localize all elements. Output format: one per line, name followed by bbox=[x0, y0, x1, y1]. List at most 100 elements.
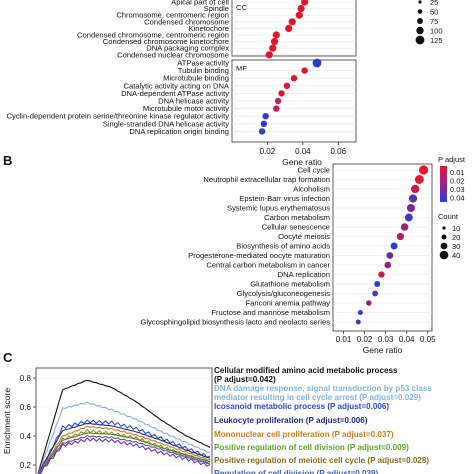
panel-b-dot bbox=[404, 213, 413, 222]
panel-b-x-tick-label: 0.03 bbox=[378, 335, 394, 344]
panel-b-dot bbox=[408, 194, 418, 203]
panel-a-mf-term-label: DNA helicase activity bbox=[158, 97, 229, 106]
panel-a-cc-term-label: Condensed chromosome, centromeric region bbox=[77, 31, 229, 40]
panel-c-legend-entry: Regulation of cell division (P adjust=0.… bbox=[214, 469, 379, 474]
panel-b-term-label: Central carbon metabolism in cancer bbox=[206, 261, 330, 270]
panel-b-size-legend-dot bbox=[442, 226, 446, 230]
panel-a-count-legend-label: 75 bbox=[430, 17, 438, 26]
panel-a-mf-term-label: ATPase activity bbox=[177, 59, 229, 68]
panel-b-size-legend-dot bbox=[441, 234, 447, 240]
panel-b-dot bbox=[378, 271, 385, 278]
panel-b-term-label: Alcoholism bbox=[293, 185, 330, 194]
panel-c-legend-entry: Leukocyte proliferation (P adjust=0.006) bbox=[214, 416, 368, 425]
panel-a-cc-dot bbox=[270, 38, 279, 46]
panel-c-legend-entry: Cellular modified amino acid metabolic p… bbox=[214, 366, 398, 384]
panel-b-color-legend-tick: 0.01 bbox=[450, 168, 465, 177]
panel-a-mf-dot bbox=[301, 67, 308, 74]
panel-a-x-tick-label: 0.06 bbox=[330, 147, 346, 156]
panel-b-color-legend-tick: 0.02 bbox=[450, 177, 465, 186]
panel-a-mf-dot bbox=[283, 82, 291, 90]
panel-c-es-curve bbox=[37, 434, 211, 474]
panel-c-y-tick-label: 0.6 bbox=[20, 403, 32, 412]
panel-b-color-legend-tick: 0.04 bbox=[450, 194, 465, 203]
panel-a-count-legend-label: 25 bbox=[430, 0, 438, 7]
panel-b-term-label: Biosynthesis of amino acids bbox=[236, 242, 330, 251]
panel-c-es-curve bbox=[37, 425, 211, 474]
panel-a-cc-dot bbox=[288, 18, 296, 26]
panel-c-gsea-plot: C 0.8 0.6 0.4 0.2 Enrichment score Cellular mo… bbox=[2, 350, 432, 474]
panel-a-cc-term-label: DNA packaging complex bbox=[146, 44, 229, 53]
panel-c-y-tick-label: 0.8 bbox=[20, 374, 32, 383]
panel-a-x-tick-label: 0.02 bbox=[260, 147, 276, 156]
panel-b-size-legend-label: 40 bbox=[452, 251, 460, 260]
panel-b-term-label: Fructose and mannose metabolism bbox=[211, 308, 330, 317]
panel-c-legend-line: (P adjust=0.042) bbox=[214, 375, 276, 384]
panel-b-dot bbox=[357, 309, 363, 316]
panel-b-size-legend-label: 10 bbox=[452, 224, 460, 233]
panel-a-count-legend-dot bbox=[418, 0, 422, 4]
panel-a-x-axis-title: Gene ratio bbox=[282, 157, 322, 167]
panel-c-es-curve bbox=[37, 379, 211, 474]
panel-b-dot bbox=[372, 290, 379, 297]
panel-a-mf-dot bbox=[260, 120, 268, 128]
panel-a-mf-term-label: Tubulin binding bbox=[178, 66, 229, 75]
panel-b-term-label: Fanconi anemia pathway bbox=[246, 299, 331, 308]
panel-b-x-tick-label: 0.04 bbox=[399, 335, 415, 344]
panel-a-cc-dot bbox=[285, 24, 293, 32]
panel-a-mf-term-label: DNA replication origin binding bbox=[129, 127, 229, 136]
panel-a-x-tick-label: 0.04 bbox=[295, 147, 311, 156]
panel-b-x-tick-label: 0.01 bbox=[336, 335, 352, 344]
panel-b-dot bbox=[384, 261, 392, 269]
panel-a-cc-dot bbox=[265, 51, 273, 59]
panel-b-color-bar bbox=[440, 166, 447, 202]
panel-b-color-legend-tick: 0.03 bbox=[450, 185, 465, 194]
panel-b-term-label: Carbon metabolism bbox=[264, 213, 330, 222]
panel-a-cc-term-label: Apical part of cell bbox=[171, 0, 229, 7]
panel-b-label: B bbox=[3, 153, 12, 168]
panel-a-cc-term-label: Condensed chromosome bbox=[144, 17, 229, 26]
panel-a-mf-term-label: DNA-dependent ATPase activity bbox=[121, 89, 229, 98]
panel-a-mf-term-label: Microtubule binding bbox=[163, 74, 229, 83]
panel-a-mf-dot bbox=[258, 128, 266, 135]
panel-b-term-label: Systemic lupus erythematosus bbox=[227, 204, 330, 213]
panel-a-count-legend-dot bbox=[417, 9, 423, 14]
panel-b-dot bbox=[390, 242, 398, 250]
panel-b-x-tick-label: 0.05 bbox=[420, 335, 436, 344]
panel-c-legend-entry: Mononuclear cell proliferation (P adjust… bbox=[214, 430, 394, 439]
panel-b-term-label: Glutathione metabolism bbox=[250, 280, 330, 289]
panel-a-count-legend-label: 125 bbox=[430, 36, 443, 45]
panel-a-mf-term-label: Cyclin-dependent protein serine/threonin… bbox=[7, 112, 230, 121]
panel-b-dot bbox=[406, 203, 415, 213]
panel-a-cc-term-label: Spindle bbox=[204, 4, 229, 13]
panel-a-cc-term-label: Condensed nuclear chromosome bbox=[117, 50, 229, 59]
panel-b-term-label: Cellular senescence bbox=[262, 223, 330, 232]
panel-b-term-label: Epstein-Barr virus infection bbox=[239, 194, 330, 203]
panel-c-es-curve bbox=[37, 401, 211, 474]
panel-a-count-legend-dot bbox=[417, 18, 423, 24]
panel-b-size-legend-dot bbox=[440, 242, 448, 250]
panel-c-legend-line: DNA damage response, signal transduction… bbox=[214, 384, 432, 393]
panel-b-dot bbox=[366, 300, 372, 306]
panel-a-cc-frame bbox=[231, 0, 357, 57]
panel-a-count-legend-dot bbox=[416, 26, 424, 35]
panel-c-es-curve bbox=[37, 432, 211, 474]
panel-a-mf-dot bbox=[278, 90, 285, 97]
panel-b-dot bbox=[400, 223, 409, 231]
panel-b-color-legend-title: P adjust bbox=[438, 155, 466, 164]
panel-b-x-tick-label: 0.02 bbox=[357, 335, 373, 344]
panel-c-legend-entry: Icosanoid metabolic process (P adjust=0.… bbox=[214, 402, 389, 411]
panel-a-cc-term-label: Kinetochore bbox=[188, 24, 229, 33]
panel-b-size-legend-dot bbox=[439, 250, 449, 260]
panel-c-legend-entry: Positive regulation of cell division (P … bbox=[214, 443, 409, 452]
panel-b-size-legend-title: Count bbox=[438, 212, 459, 221]
panel-a-go-dotplot: CC Apical part of cellSpindleChromosome, … bbox=[7, 0, 443, 167]
panel-b-dot bbox=[355, 319, 361, 325]
panel-b-dot bbox=[414, 175, 424, 184]
panel-a-mf-dot bbox=[273, 105, 280, 112]
panel-b-dot bbox=[418, 165, 429, 175]
panel-b-term-label: Glycolysis/gluconeogenesis bbox=[237, 289, 330, 298]
panel-a-cc-dot bbox=[295, 11, 303, 19]
panel-b-term-label: Glycosphingolipid biosynthesis lacto and… bbox=[140, 318, 330, 327]
panel-b-term-label: DNA replication bbox=[278, 270, 330, 279]
